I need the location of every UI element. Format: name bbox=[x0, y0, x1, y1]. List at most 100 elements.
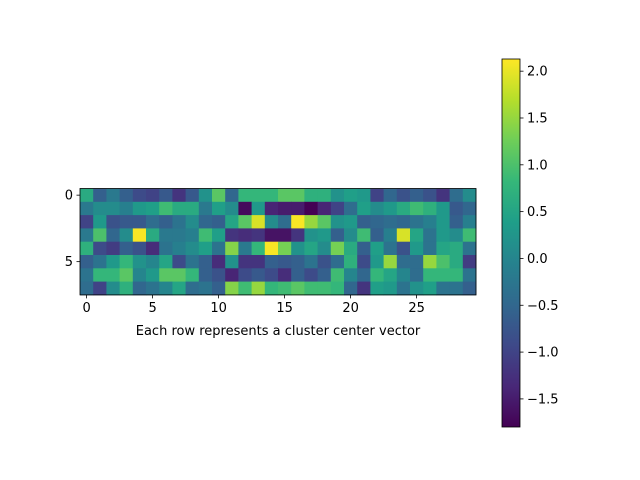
heatmap-cell bbox=[423, 201, 437, 216]
heatmap-cell bbox=[225, 268, 239, 282]
heatmap-cell bbox=[410, 241, 424, 256]
heatmap-cell bbox=[212, 228, 226, 243]
heatmap-cell bbox=[317, 241, 332, 256]
heatmap-cell bbox=[357, 228, 371, 243]
heatmap-cell bbox=[344, 201, 358, 216]
heatmap-cell bbox=[449, 255, 464, 269]
heatmap-cell bbox=[132, 281, 147, 296]
heatmap-cell bbox=[264, 268, 279, 282]
heatmap-cell bbox=[159, 228, 173, 243]
heatmap-cell bbox=[410, 188, 424, 203]
heatmap-cell bbox=[185, 255, 200, 269]
y-tick-label: 0 bbox=[65, 189, 73, 204]
heatmap-cell bbox=[317, 201, 332, 216]
heatmap-cell bbox=[410, 228, 424, 243]
heatmap-cell bbox=[198, 215, 213, 229]
heatmap-cell bbox=[449, 228, 464, 243]
heatmap-cell bbox=[238, 228, 252, 243]
heatmap-cell bbox=[93, 188, 107, 203]
heatmap-cell bbox=[80, 241, 94, 256]
heatmap-cell bbox=[462, 201, 477, 216]
colorbar bbox=[502, 59, 520, 427]
heatmap-cell bbox=[357, 255, 371, 269]
heatmap-cell bbox=[396, 215, 411, 229]
heatmap-cell bbox=[330, 255, 345, 269]
heatmap-cell bbox=[462, 255, 477, 269]
heatmap-cell bbox=[383, 215, 398, 229]
heatmap-cell bbox=[159, 201, 173, 216]
heatmap-cell bbox=[185, 228, 200, 243]
heatmap-cell bbox=[436, 201, 450, 216]
heatmap-cell bbox=[383, 188, 398, 203]
heatmap-cell bbox=[132, 268, 147, 282]
heatmap-cell bbox=[357, 188, 371, 203]
heatmap-cell bbox=[212, 255, 226, 269]
heatmap-cell bbox=[119, 281, 134, 296]
heatmap-cell bbox=[132, 241, 147, 256]
heatmap-frame bbox=[79, 188, 477, 296]
colorbar-tick-label: −1.0 bbox=[527, 346, 559, 361]
y-tick-label: 5 bbox=[65, 255, 73, 270]
heatmap-cell bbox=[146, 215, 160, 229]
heatmap-cell bbox=[93, 201, 107, 216]
heatmap-cell bbox=[264, 188, 279, 203]
heatmap-cell bbox=[278, 268, 292, 282]
x-tick-label: 5 bbox=[148, 301, 156, 316]
heatmap-cell bbox=[383, 228, 398, 243]
heatmap-cell bbox=[106, 241, 120, 256]
heatmap-cell bbox=[80, 228, 94, 243]
heatmap-cell bbox=[159, 255, 173, 269]
heatmap-cell bbox=[304, 268, 318, 282]
x-tick-label: 0 bbox=[82, 301, 90, 316]
colorbar-tick-label: 1.5 bbox=[527, 111, 548, 126]
heatmap-cell bbox=[238, 215, 252, 229]
heatmap-cell bbox=[396, 255, 411, 269]
heatmap-cell bbox=[291, 255, 305, 269]
heatmap-cell bbox=[330, 188, 345, 203]
heatmap-cell bbox=[344, 188, 358, 203]
heatmap-cell bbox=[198, 268, 213, 282]
heatmap-cell bbox=[317, 268, 332, 282]
heatmap-cell bbox=[291, 228, 305, 243]
heatmap-cell bbox=[423, 188, 437, 203]
heatmap-cell bbox=[264, 201, 279, 216]
colorbar-tick-label: 1.0 bbox=[527, 158, 548, 173]
heatmap-cell bbox=[396, 201, 411, 216]
heatmap-cell bbox=[370, 228, 384, 243]
heatmap-cell bbox=[436, 268, 450, 282]
colorbar-tick-label: −1.5 bbox=[527, 392, 559, 407]
heatmap-cell bbox=[159, 268, 173, 282]
heatmap-cell bbox=[436, 228, 450, 243]
heatmap-cell bbox=[80, 281, 94, 296]
heatmap-cell bbox=[423, 268, 437, 282]
heatmap-cell bbox=[317, 188, 332, 203]
heatmap-cell bbox=[198, 228, 213, 243]
x-tick-label: 25 bbox=[408, 301, 425, 316]
heatmap-cell bbox=[119, 228, 134, 243]
heatmap-cell bbox=[278, 215, 292, 229]
heatmap-cell bbox=[330, 215, 345, 229]
x-tick-label: 15 bbox=[276, 301, 293, 316]
heatmap-cell bbox=[119, 268, 134, 282]
heatmap-cell bbox=[212, 281, 226, 296]
heatmap-cell bbox=[304, 281, 318, 296]
colorbar-ticks: −1.5 −1.0 −0.5 0.0 0.5 1.0 1.5 2.0 bbox=[520, 65, 559, 407]
heatmap-cell bbox=[357, 201, 371, 216]
heatmap-cell bbox=[357, 241, 371, 256]
heatmap-cell bbox=[172, 281, 186, 296]
heatmap-cell bbox=[330, 201, 345, 216]
heatmap-cell bbox=[396, 281, 411, 296]
heatmap-cell bbox=[106, 268, 120, 282]
heatmap-cell bbox=[185, 241, 200, 256]
colorbar-tick-label: 2.0 bbox=[527, 65, 548, 80]
heatmap-cell bbox=[251, 281, 266, 296]
heatmap-cell bbox=[146, 228, 160, 243]
heatmap-cell bbox=[119, 255, 134, 269]
heatmap-cell bbox=[317, 215, 332, 229]
heatmap-cell bbox=[330, 281, 345, 296]
heatmap-cell bbox=[291, 201, 305, 216]
heatmap-cell bbox=[317, 281, 332, 296]
heatmap-cell bbox=[198, 255, 213, 269]
heatmap-cell bbox=[146, 255, 160, 269]
